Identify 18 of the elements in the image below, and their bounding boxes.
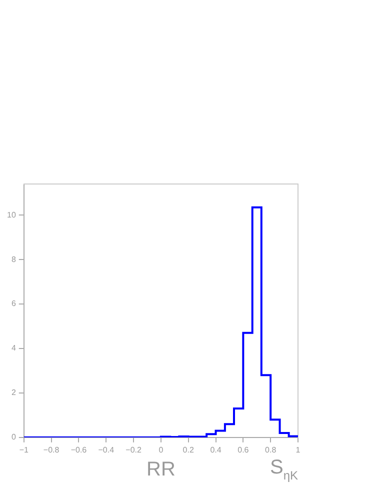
x-tick-label: 0 [158, 445, 164, 454]
x-tick-label: −0.8 [43, 445, 60, 454]
x-tick-label: 1 [296, 445, 301, 454]
y-tick-label: 8 [11, 254, 16, 264]
x-tick-label: 0.8 [265, 445, 277, 454]
x-tick-label: −0.6 [70, 445, 88, 454]
x-tick-label: −1 [19, 445, 30, 454]
x-tick-label: 0.2 [182, 445, 194, 454]
text: RR [146, 458, 176, 480]
y-tick-label: 0 [11, 432, 16, 442]
y-tick-label: 10 [6, 210, 16, 220]
x-tick-label: 0.4 [210, 445, 222, 454]
x-tick-label: 0.6 [238, 445, 250, 454]
x-tick-label: −0.2 [126, 445, 142, 454]
y-tick-label: 2 [11, 388, 16, 398]
x-tick-label: −0.4 [98, 445, 115, 454]
y-tick-label: 6 [11, 299, 16, 308]
y-tick-label: 4 [11, 344, 16, 353]
